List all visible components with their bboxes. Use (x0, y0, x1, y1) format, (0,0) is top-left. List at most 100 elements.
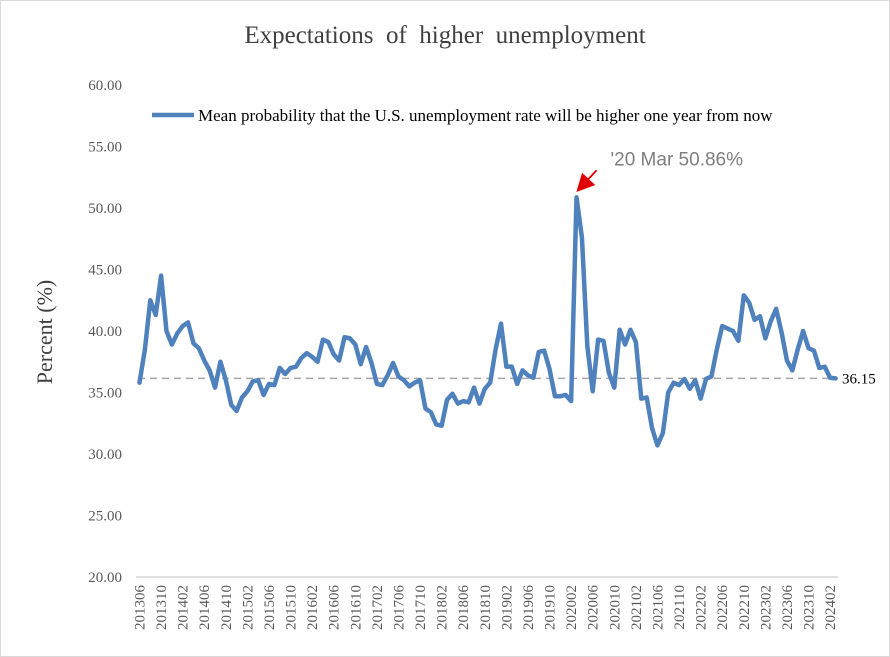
series-point (430, 411, 432, 413)
annotation-arrow (576, 169, 598, 193)
series-point (759, 315, 761, 317)
series-point (721, 325, 723, 327)
series-point (597, 339, 599, 341)
series-point (656, 444, 659, 446)
x-tick-label: 201602 (305, 585, 321, 630)
series-point (451, 393, 454, 395)
series-point (581, 236, 583, 239)
series-point (478, 402, 481, 405)
series-point (349, 337, 351, 339)
x-tick-label: 202006 (586, 585, 602, 631)
x-tick-label: 201810 (478, 585, 494, 630)
y-tick-label: 30.00 (88, 447, 122, 463)
series-point (300, 357, 302, 359)
series-point (705, 378, 707, 380)
x-tick-label: 201702 (370, 585, 386, 630)
series-point (640, 398, 642, 400)
y-axis-label: Percent (%) (32, 280, 57, 384)
series-point (468, 401, 470, 403)
series-point (144, 348, 146, 351)
series-point (138, 382, 141, 384)
series-point (419, 379, 421, 381)
series-point (338, 359, 340, 362)
series-point (257, 379, 259, 381)
series-point (397, 375, 400, 378)
series-point (209, 369, 211, 371)
series-point (171, 343, 173, 346)
series-point (565, 394, 567, 396)
series-point (489, 382, 491, 384)
series-point (484, 388, 486, 390)
series-point (311, 356, 313, 358)
series-point (700, 398, 702, 400)
series-point (165, 330, 168, 332)
x-tick-label: 201710 (413, 585, 429, 630)
x-tick-label: 201406 (197, 585, 213, 631)
series-point (354, 343, 356, 346)
x-tick-label: 201910 (543, 585, 559, 630)
series-point (586, 345, 588, 347)
x-tick-label: 202302 (758, 585, 774, 630)
series-point (635, 341, 637, 343)
series-point (149, 299, 151, 301)
series-point (521, 369, 524, 371)
series-point (737, 340, 739, 342)
series-point (797, 348, 799, 351)
x-tick-label: 201902 (499, 585, 515, 630)
y-tick-label: 50.00 (88, 201, 122, 217)
series-point (327, 341, 329, 343)
series-point (160, 275, 162, 277)
series-point (176, 332, 178, 335)
series-point (813, 350, 815, 352)
series-point (155, 314, 157, 316)
annotation-label: '20 Mar 50.86% (611, 149, 744, 170)
series-point (435, 423, 437, 426)
series-point (511, 366, 513, 368)
series-point (306, 352, 308, 354)
x-tick-label: 201306 (133, 585, 149, 631)
y-tick-label: 20.00 (88, 570, 122, 586)
series-point (408, 385, 410, 387)
legend-label: Mean probability that the U.S. unemploym… (198, 106, 773, 125)
series-point (726, 327, 729, 330)
x-tick-label: 201706 (391, 585, 407, 631)
x-tick-label: 201502 (240, 585, 256, 630)
x-tick-label: 201402 (176, 585, 192, 630)
x-tick-label: 202210 (737, 585, 753, 630)
series-point (262, 394, 265, 396)
series-point (333, 353, 335, 355)
series-point (748, 302, 750, 304)
x-axis-ticks: 201306 201310 201402 201406 201410 201502 2015… (133, 585, 840, 631)
series-point (732, 330, 734, 332)
x-tick-label: 202310 (802, 585, 818, 630)
series-point (192, 342, 195, 344)
x-tick-label: 202002 (564, 585, 580, 630)
series-point (829, 377, 831, 379)
series-point (678, 384, 680, 386)
legend: Mean probability that the U.S. unemploym… (152, 106, 773, 125)
series-point (624, 343, 626, 346)
series-point (667, 391, 669, 394)
series-point (570, 400, 572, 402)
x-tick-label: 201610 (348, 585, 364, 630)
series-point (365, 346, 367, 348)
series-point (241, 396, 243, 399)
series-point (322, 339, 324, 341)
series-point (279, 367, 281, 369)
series-point (246, 390, 249, 392)
y-tick-label: 40.00 (88, 324, 122, 340)
x-tick-label: 202102 (629, 585, 645, 630)
series-point (775, 308, 777, 310)
y-tick-label: 45.00 (88, 263, 122, 279)
x-tick-label: 202010 (607, 585, 623, 630)
series-point (753, 319, 756, 321)
x-tick-label: 201606 (327, 585, 343, 631)
series-point (500, 323, 502, 325)
series-point (289, 367, 292, 369)
series-point (527, 374, 529, 376)
series-point (441, 425, 443, 427)
series-point (252, 380, 254, 383)
series-point (284, 373, 286, 375)
x-tick-label: 201802 (435, 585, 451, 630)
